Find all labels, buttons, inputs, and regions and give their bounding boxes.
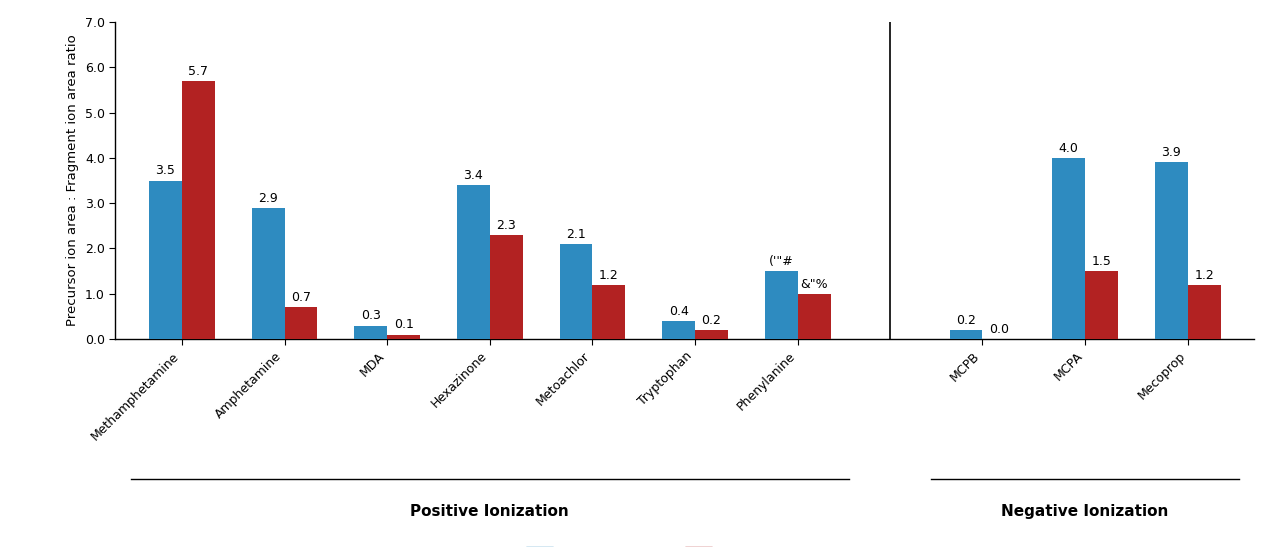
Text: 4.0: 4.0 xyxy=(1059,142,1079,155)
Bar xyxy=(148,181,182,339)
Bar xyxy=(797,294,831,339)
Bar xyxy=(1052,158,1085,339)
Bar xyxy=(950,330,983,339)
Bar xyxy=(1085,271,1117,339)
Bar xyxy=(662,321,695,339)
Text: 1.2: 1.2 xyxy=(599,269,618,282)
Text: 0.3: 0.3 xyxy=(361,310,380,322)
Text: 0.7: 0.7 xyxy=(291,291,311,304)
Text: Positive Ionization: Positive Ionization xyxy=(411,504,570,519)
Text: 5.7: 5.7 xyxy=(188,65,209,78)
Text: ('"#: ('"# xyxy=(769,255,794,268)
Text: 0.0: 0.0 xyxy=(989,323,1009,336)
Legend: SYNAPT XS, SYNAPT G2-Si: SYNAPT XS, SYNAPT G2-Si xyxy=(520,541,850,547)
Bar xyxy=(355,325,387,339)
Text: 3.5: 3.5 xyxy=(156,164,175,177)
Text: 2.9: 2.9 xyxy=(259,191,278,205)
Text: 2.3: 2.3 xyxy=(497,219,516,232)
Text: 2.1: 2.1 xyxy=(566,228,586,241)
Text: 0.1: 0.1 xyxy=(394,318,413,331)
Text: 1.2: 1.2 xyxy=(1194,269,1213,282)
Text: 0.2: 0.2 xyxy=(956,314,975,327)
Text: 0.4: 0.4 xyxy=(668,305,689,318)
Bar xyxy=(559,244,593,339)
Text: 0.2: 0.2 xyxy=(701,314,722,327)
Bar xyxy=(252,208,284,339)
Bar xyxy=(695,330,728,339)
Text: 1.5: 1.5 xyxy=(1092,255,1111,268)
Bar xyxy=(284,307,317,339)
Bar xyxy=(387,335,420,339)
Text: 3.4: 3.4 xyxy=(463,169,484,182)
Bar xyxy=(1155,162,1188,339)
Text: &"%: &"% xyxy=(800,278,828,290)
Text: 3.9: 3.9 xyxy=(1161,146,1181,159)
Bar xyxy=(1188,285,1221,339)
Bar xyxy=(182,81,215,339)
Text: Negative Ionization: Negative Ionization xyxy=(1001,504,1169,519)
Bar xyxy=(457,185,490,339)
Bar xyxy=(765,271,797,339)
Bar xyxy=(490,235,522,339)
Y-axis label: Precursor ion area : Fragment ion area ratio: Precursor ion area : Fragment ion area r… xyxy=(67,34,79,327)
Bar xyxy=(593,285,625,339)
